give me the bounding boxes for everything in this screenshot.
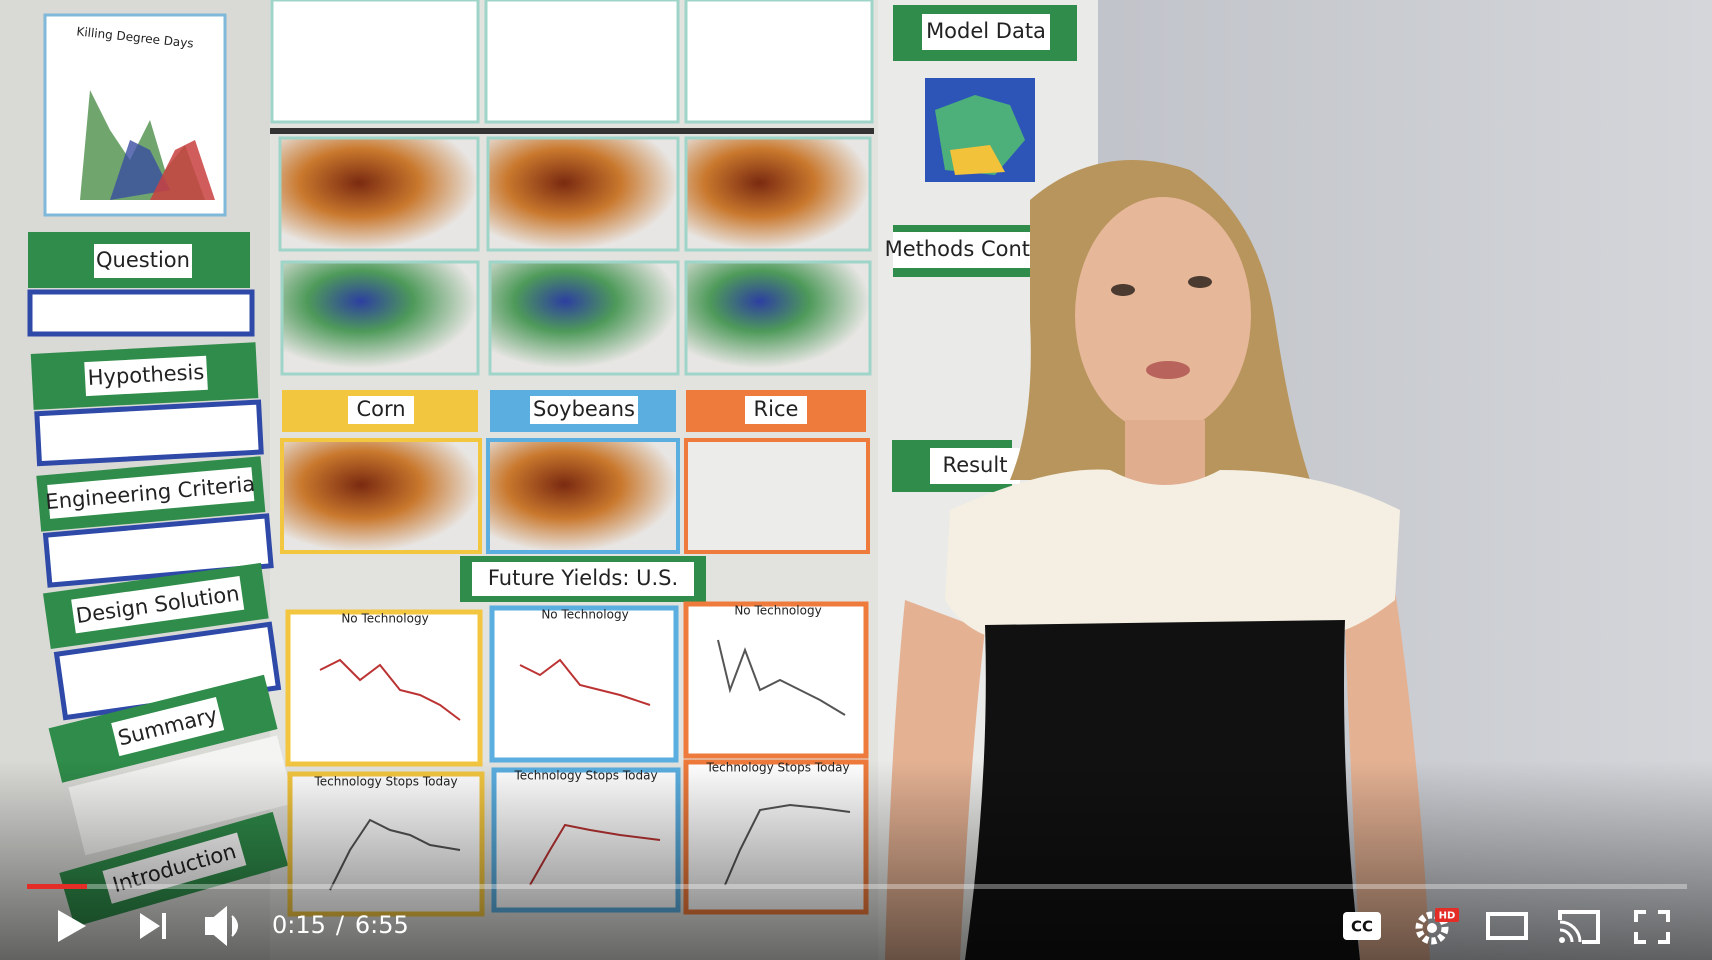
neck [1125,420,1205,490]
cast-waves[interactable] [1559,920,1582,943]
map-card [280,260,480,376]
crop-label-box [348,396,414,424]
chart-card [489,605,679,763]
duration: 6:55 [355,911,409,939]
eye [1111,284,1135,296]
heading-label [84,355,208,397]
map-card [278,136,480,252]
quality-badge[interactable] [1435,908,1459,922]
cast-frame[interactable] [1558,910,1600,944]
scatter-card [270,0,480,124]
chart-card [683,601,869,759]
theater-button[interactable] [1486,912,1528,940]
current-time: 0:15 [272,911,326,939]
crop-label-box [745,396,807,424]
face [1075,197,1251,433]
squiggle [319,658,461,721]
eye [1188,276,1212,288]
progress-played [27,884,87,889]
crop-label: Corn [356,397,405,421]
settings-gear[interactable] [1415,911,1449,945]
settings-hub[interactable] [1427,923,1437,933]
controls-gradient [0,760,1712,960]
heading-label [94,244,192,278]
heading-label [71,576,245,634]
heading-label [930,448,1020,484]
next-button[interactable] [140,913,166,939]
heading-label [47,467,255,519]
histogram [110,140,170,200]
crop-label-box [530,396,638,424]
scatter-card [684,0,874,124]
text-box [42,513,274,588]
squiggle [519,658,651,706]
captions-button[interactable]: CC [1343,912,1381,940]
map-card [684,260,872,376]
chart-card-title: No Technology [341,612,428,626]
section-label-box [472,562,694,596]
chart-card [285,609,483,767]
heading-label [922,14,1050,50]
crop-label: Rice [754,397,799,421]
captions-icon[interactable] [1343,912,1381,940]
heading: Model Data [926,19,1046,43]
map-card [488,260,680,376]
divider [270,128,874,134]
heading: Question [96,248,190,272]
cast-button[interactable] [1558,910,1600,944]
progress-track[interactable] [27,884,1687,889]
top [945,469,1400,635]
scatter-card [484,0,680,124]
map-card [486,136,680,252]
captions-label[interactable]: CC [1351,918,1373,936]
chart-card-title: No Technology [734,604,821,618]
model-map-land [950,145,1005,175]
histogram [150,140,215,200]
heading-label [111,696,225,757]
time-separator: / [336,911,345,939]
heading: Result [943,453,1008,477]
map-card [280,438,482,554]
section-title: Future Yields: U.S. [488,566,678,590]
settings-button[interactable]: HD [1415,908,1459,945]
cast-dot[interactable] [1559,937,1565,943]
map-card [486,438,680,554]
text-box [34,399,264,467]
mouth [1146,361,1190,379]
map-card [684,136,872,252]
play-button[interactable] [58,910,86,942]
chart-card-title: No Technology [541,608,628,622]
squiggle [717,639,846,716]
text-box [27,289,255,337]
fullscreen-button[interactable] [1634,910,1670,944]
volume-button[interactable] [205,905,238,947]
quality-label[interactable]: HD [1439,911,1456,922]
map-card [684,438,870,554]
crop-label: Soybeans [533,397,635,421]
